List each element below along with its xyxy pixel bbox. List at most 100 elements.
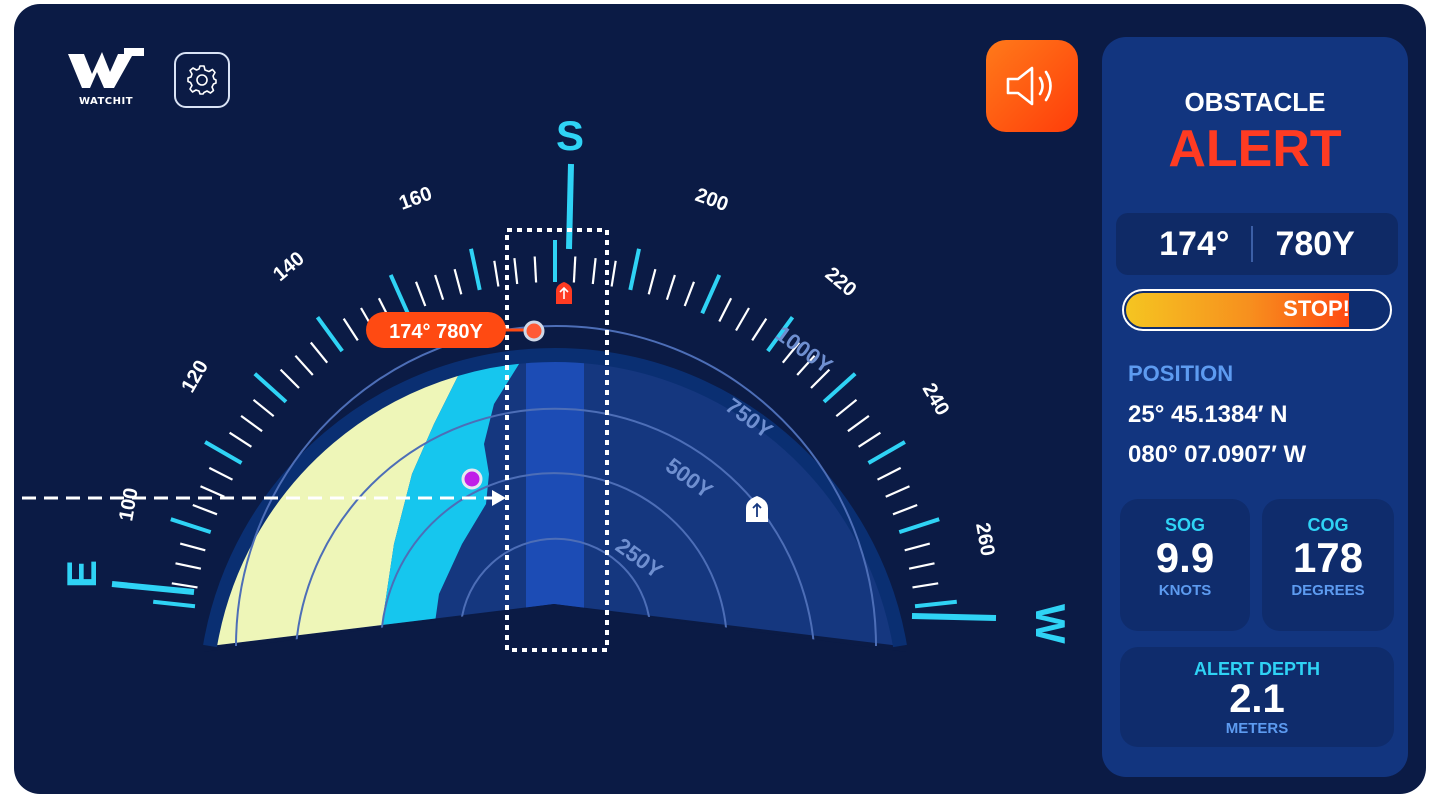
compass-tick bbox=[610, 260, 617, 287]
tick-label-260: 260 bbox=[971, 521, 998, 558]
compass-tick bbox=[179, 542, 206, 552]
compass-tick bbox=[414, 281, 427, 307]
compass-tick bbox=[208, 466, 233, 481]
compass-tick bbox=[718, 297, 733, 322]
obstacle-tag bbox=[366, 312, 506, 348]
cardinal-west: W bbox=[1027, 604, 1074, 644]
compass-tick bbox=[665, 274, 676, 301]
compass-tick bbox=[294, 354, 314, 376]
obstacle-alert-panel: OBSTACLE ALERT 174° 780Y STOP! POSITION … bbox=[1102, 37, 1408, 777]
compass-tick bbox=[533, 256, 538, 283]
heading-box bbox=[505, 228, 609, 652]
compass-tick bbox=[175, 562, 202, 570]
compass-tick bbox=[914, 599, 958, 609]
land-area bbox=[210, 354, 494, 646]
compass-tick bbox=[342, 318, 359, 341]
app-frame: 250Y 500Y 750Y 1000Y 100 120 140 160 200… bbox=[14, 4, 1426, 794]
compass-tick bbox=[867, 440, 906, 465]
compass-tick bbox=[822, 372, 857, 404]
alert-depth-card: ALERT DEPTH 2.1 METERS bbox=[1120, 647, 1394, 747]
range-label-1000: 1000Y bbox=[771, 321, 837, 379]
tick-label-200: 200 bbox=[692, 184, 731, 216]
compass-tick bbox=[847, 415, 870, 433]
tick-label-120: 120 bbox=[177, 357, 213, 397]
stop-level-bar: STOP! bbox=[1122, 289, 1392, 331]
compass-tick bbox=[877, 466, 902, 481]
alert-depth-label: ALERT DEPTH bbox=[1194, 659, 1320, 679]
sound-alert-button[interactable] bbox=[986, 40, 1078, 132]
compass-tick bbox=[170, 517, 212, 535]
watchit-logo-icon: WATCHIT bbox=[66, 44, 146, 110]
tick-label-140: 140 bbox=[269, 248, 309, 286]
compass-tick bbox=[252, 398, 275, 418]
compass-tick bbox=[892, 503, 918, 516]
compass-tick bbox=[572, 256, 577, 283]
alert-heading: ALERT bbox=[1168, 120, 1342, 178]
sog-value: 9.9 bbox=[1155, 534, 1215, 581]
compass-tick bbox=[388, 274, 410, 315]
compass-tick bbox=[309, 341, 329, 364]
tick-label-220: 220 bbox=[821, 263, 861, 301]
compass-tick bbox=[908, 562, 935, 570]
latitude-value: 25° 45.1384′ N bbox=[1128, 401, 1288, 428]
obstacle-tag-text: 174° 780Y bbox=[389, 321, 483, 343]
bearing-value: 174° bbox=[1159, 224, 1230, 263]
bearing-distance-readout: 174° 780Y bbox=[1116, 213, 1398, 275]
obstacle-dot[interactable] bbox=[523, 320, 545, 342]
tick-label-240: 240 bbox=[918, 380, 954, 420]
cog-unit: DEGREES bbox=[1291, 582, 1365, 599]
stop-label: STOP! bbox=[1283, 296, 1350, 321]
compass-tick bbox=[192, 503, 218, 516]
compass-tick bbox=[912, 582, 939, 589]
waypoint-marker[interactable] bbox=[461, 468, 483, 490]
shallow-water-area bbox=[374, 354, 574, 646]
obstacle-marker-icon bbox=[556, 282, 572, 304]
distance-value: 780Y bbox=[1275, 224, 1355, 263]
longitude-value: 080° 07.0907′ W bbox=[1128, 441, 1307, 468]
compass-tick bbox=[279, 368, 300, 389]
speaker-icon bbox=[1006, 66, 1052, 106]
logo-text: WATCHIT bbox=[78, 96, 134, 107]
position-label: POSITION bbox=[1128, 361, 1234, 386]
compass-tick bbox=[229, 431, 252, 448]
alert-depth-unit: METERS bbox=[1225, 720, 1289, 737]
compass-tick bbox=[200, 485, 225, 498]
compass-tick bbox=[152, 599, 196, 609]
compass-tick bbox=[434, 274, 445, 301]
compass-tick bbox=[766, 316, 795, 353]
range-rings bbox=[235, 325, 877, 647]
compass-tick bbox=[171, 582, 198, 589]
compass-tick bbox=[781, 341, 801, 364]
compass-tick bbox=[253, 372, 288, 404]
readout-divider bbox=[1251, 226, 1254, 262]
compass-tick bbox=[204, 440, 243, 465]
compass-tick bbox=[835, 398, 858, 418]
compass-tick bbox=[858, 431, 881, 448]
sog-unit: KNOTS bbox=[1158, 582, 1212, 599]
compass-tick bbox=[315, 316, 344, 353]
radar-display: 250Y 500Y 750Y 1000Y 100 120 140 160 200… bbox=[14, 112, 1074, 704]
compass-tick bbox=[898, 517, 940, 535]
cog-label: COG bbox=[1307, 515, 1349, 535]
compass-tick bbox=[453, 268, 463, 295]
cog-value: 178 bbox=[1292, 534, 1364, 581]
compass-ticks bbox=[152, 240, 958, 609]
boat-icon bbox=[746, 496, 768, 522]
cardinal-east: E bbox=[58, 560, 105, 588]
compass-tick bbox=[796, 354, 816, 376]
heading-band bbox=[526, 354, 584, 646]
compass-tick bbox=[628, 248, 641, 291]
panel-title: OBSTACLE bbox=[1184, 87, 1326, 117]
compass-tick bbox=[810, 368, 831, 389]
settings-button[interactable] bbox=[174, 52, 230, 108]
cardinal-south: S bbox=[556, 112, 584, 159]
tick-label-100: 100 bbox=[115, 486, 142, 523]
tick-label-160: 160 bbox=[396, 183, 435, 215]
compass-tick bbox=[885, 485, 910, 498]
compass-tick bbox=[469, 248, 482, 291]
compass-tick bbox=[683, 281, 696, 307]
compass-tick bbox=[904, 542, 931, 552]
stop-level-fill bbox=[1126, 293, 1349, 327]
compass-tick bbox=[647, 268, 657, 295]
compass-tick bbox=[240, 415, 263, 433]
